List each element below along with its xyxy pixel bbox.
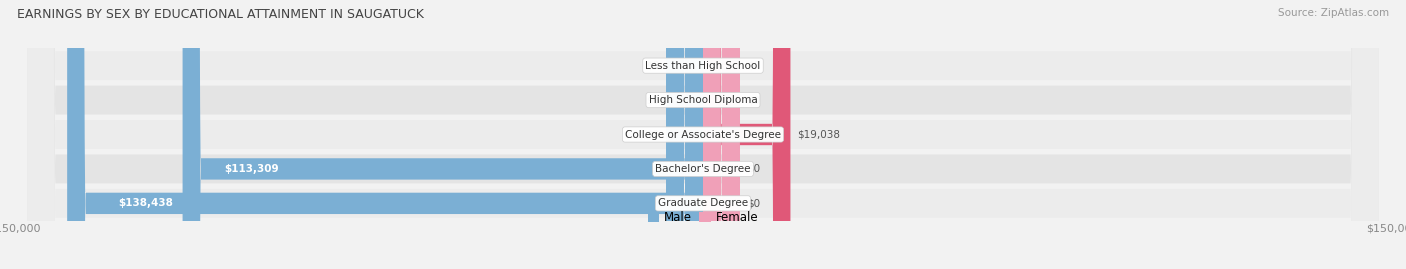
Text: Bachelor's Degree: Bachelor's Degree bbox=[655, 164, 751, 174]
FancyBboxPatch shape bbox=[183, 0, 703, 269]
Text: College or Associate's Degree: College or Associate's Degree bbox=[626, 129, 780, 140]
FancyBboxPatch shape bbox=[703, 0, 790, 269]
FancyBboxPatch shape bbox=[703, 0, 740, 269]
Text: $0: $0 bbox=[647, 61, 659, 71]
Text: Less than High School: Less than High School bbox=[645, 61, 761, 71]
Text: EARNINGS BY SEX BY EDUCATIONAL ATTAINMENT IN SAUGATUCK: EARNINGS BY SEX BY EDUCATIONAL ATTAINMEN… bbox=[17, 8, 423, 21]
Text: $138,438: $138,438 bbox=[118, 198, 173, 208]
FancyBboxPatch shape bbox=[28, 0, 1378, 269]
FancyBboxPatch shape bbox=[703, 0, 740, 269]
Text: $0: $0 bbox=[747, 95, 759, 105]
FancyBboxPatch shape bbox=[28, 0, 1378, 269]
Text: $0: $0 bbox=[747, 164, 759, 174]
FancyBboxPatch shape bbox=[703, 0, 740, 269]
Text: $0: $0 bbox=[747, 198, 759, 208]
FancyBboxPatch shape bbox=[28, 0, 1378, 269]
Text: $0: $0 bbox=[647, 129, 659, 140]
FancyBboxPatch shape bbox=[666, 0, 703, 269]
FancyBboxPatch shape bbox=[28, 0, 1378, 269]
Text: Graduate Degree: Graduate Degree bbox=[658, 198, 748, 208]
Text: $0: $0 bbox=[747, 61, 759, 71]
Legend: Male, Female: Male, Female bbox=[643, 206, 763, 228]
Text: Source: ZipAtlas.com: Source: ZipAtlas.com bbox=[1278, 8, 1389, 18]
Text: $113,309: $113,309 bbox=[224, 164, 278, 174]
Text: $19,038: $19,038 bbox=[797, 129, 841, 140]
Text: High School Diploma: High School Diploma bbox=[648, 95, 758, 105]
FancyBboxPatch shape bbox=[28, 0, 1378, 269]
Text: $0: $0 bbox=[647, 95, 659, 105]
FancyBboxPatch shape bbox=[666, 0, 703, 269]
FancyBboxPatch shape bbox=[703, 0, 740, 269]
FancyBboxPatch shape bbox=[67, 0, 703, 269]
FancyBboxPatch shape bbox=[666, 0, 703, 269]
